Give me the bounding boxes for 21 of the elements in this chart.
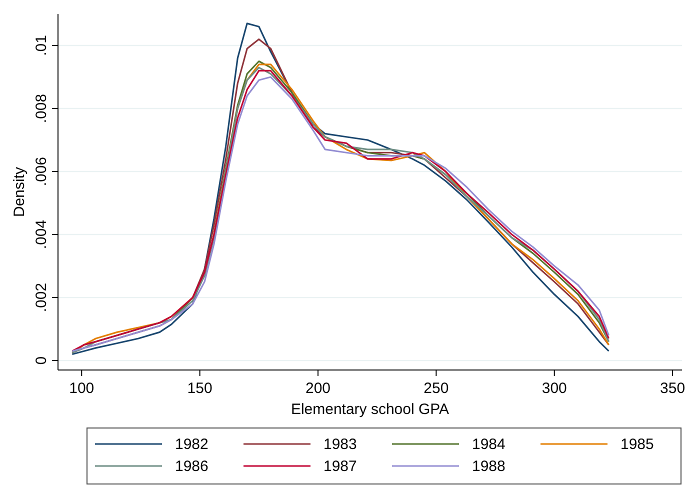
y-axis-title: Density [11,166,28,218]
legend-label: 1988 [472,458,506,475]
x-tick-label: 100 [69,380,94,397]
legend-label: 1985 [620,436,654,453]
y-tick-label: .002 [33,282,50,312]
legend-label: 1984 [472,436,506,453]
y-tick-label: .006 [33,156,50,186]
x-tick-label: 250 [424,380,449,397]
legend-label: 1983 [324,436,357,453]
x-tick-label: 300 [542,380,567,397]
y-tick-label: .01 [33,35,50,56]
y-tick-label: 0 [33,356,50,365]
x-tick-label: 350 [660,380,686,397]
y-tick-label: .008 [33,94,50,124]
legend-label: 1986 [175,458,208,475]
x-axis-title: Elementary school GPA [290,401,450,418]
x-tick-label: 200 [305,380,331,397]
x-tick-label: 150 [187,380,212,397]
legend-label: 1982 [175,436,208,453]
legend-label: 1987 [324,458,357,475]
y-tick-label: .004 [33,220,50,250]
